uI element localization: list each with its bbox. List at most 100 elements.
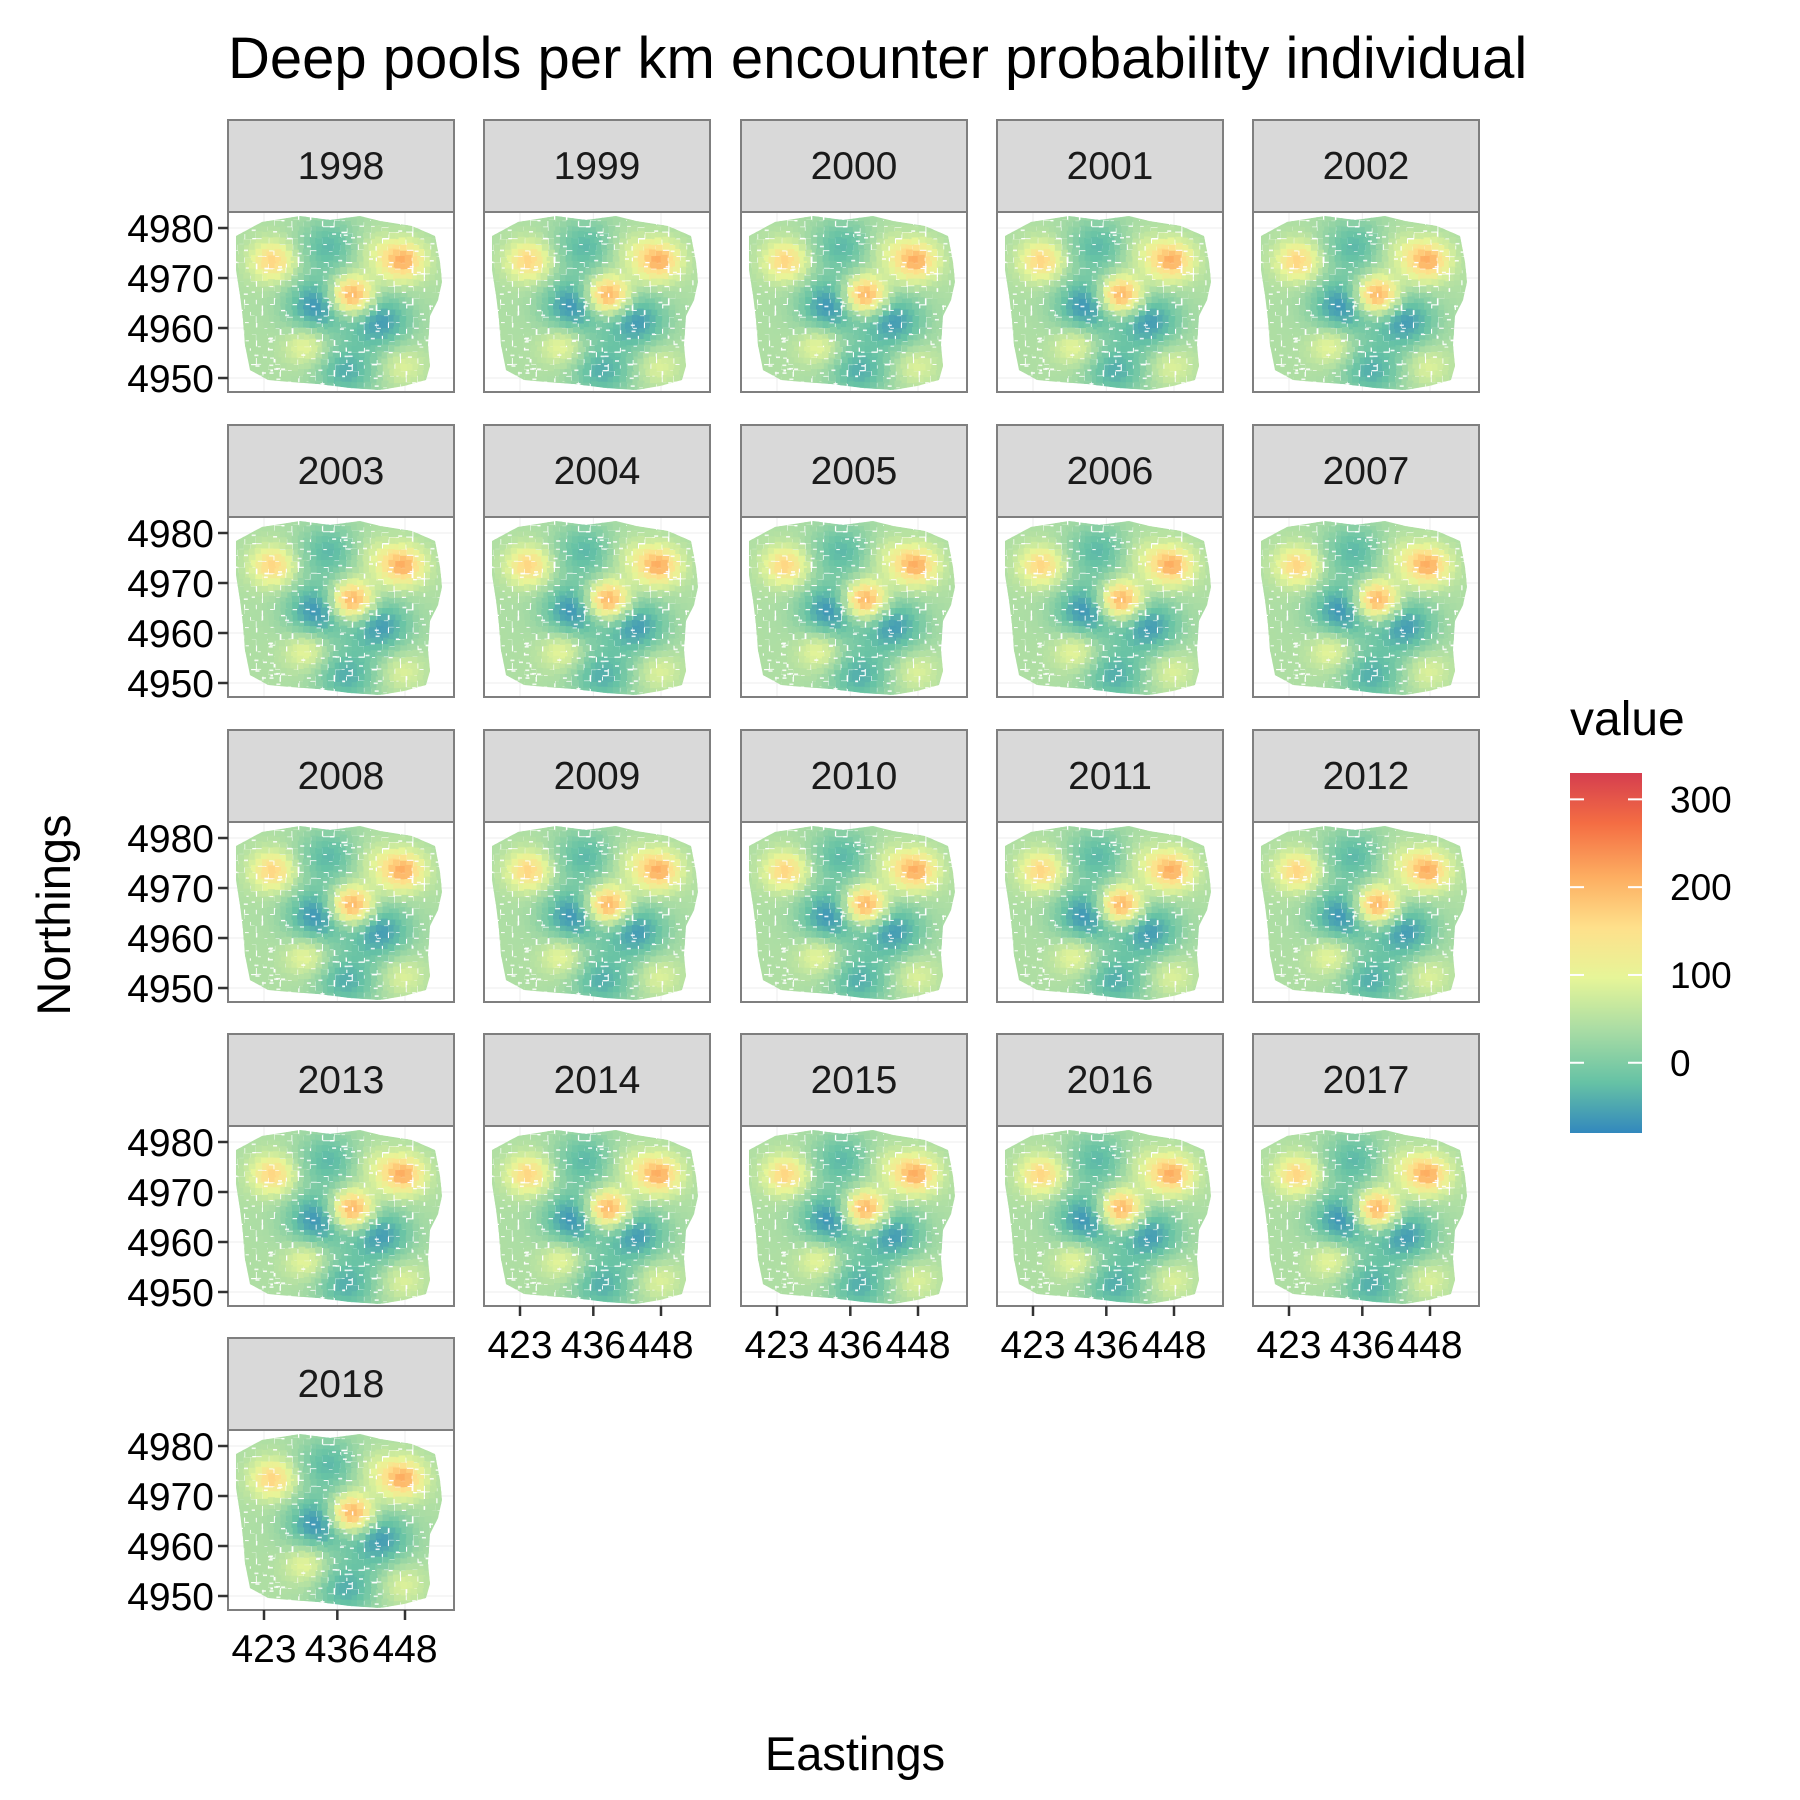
facet-map-surface xyxy=(487,823,707,1007)
facet-strip xyxy=(996,119,1224,213)
facet-map-surface xyxy=(1000,823,1220,1007)
facet-border xyxy=(227,1429,455,1611)
y-tick-label: 4950 xyxy=(127,1576,214,1619)
facet-border xyxy=(740,516,968,698)
facet-border xyxy=(483,1125,711,1307)
facet-strip xyxy=(1252,1033,1480,1127)
facet-panel-2009: 2009 xyxy=(483,729,711,1007)
y-tick-label: 4980 xyxy=(127,1122,214,1165)
facet-strip xyxy=(996,424,1224,518)
x-tick-label: 448 xyxy=(628,1324,693,1367)
facet-panel-2004: 2004 xyxy=(483,424,711,702)
x-tick-label: 436 xyxy=(305,1628,370,1671)
facet-strip-label: 2009 xyxy=(554,755,641,798)
y-tick-label: 4960 xyxy=(127,918,214,961)
facet-strip xyxy=(227,119,455,213)
y-tick-label: 4950 xyxy=(127,663,214,706)
y-tick-label: 4980 xyxy=(127,1426,214,1469)
facet-border xyxy=(227,821,455,1003)
facet-panel-2001: 2001 xyxy=(996,119,1224,397)
legend-colorbar xyxy=(1570,773,1642,1133)
x-tick-label: 436 xyxy=(818,1324,883,1367)
facet-panel-2008: 2008 4980 4970 4960 4950 xyxy=(127,729,455,1011)
facet-map-surface xyxy=(1256,1127,1476,1311)
facet-strip xyxy=(740,1033,968,1127)
facet-map-surface xyxy=(487,518,707,702)
facet-panel-2018: 2018 4980 4970 4960 4950 423 436 448 xyxy=(127,1337,455,1671)
facet-map-surface xyxy=(487,213,707,397)
facet-map-surface xyxy=(744,823,964,1007)
facet-strip-label: 2000 xyxy=(811,145,898,188)
x-tick-label: 448 xyxy=(372,1628,437,1671)
legend-tick-label: 0 xyxy=(1670,1043,1691,1084)
facet-panel-2013: 2013 4980 4970 4960 4950 xyxy=(127,1033,455,1315)
y-tick-label: 4950 xyxy=(127,358,214,401)
x-tick-label: 436 xyxy=(561,1324,626,1367)
facet-strip xyxy=(483,729,711,823)
y-tick-label: 4950 xyxy=(127,968,214,1011)
y-tick-label: 4960 xyxy=(127,1526,214,1569)
facet-border xyxy=(1252,821,1480,1003)
facet-strip-label: 2007 xyxy=(1323,450,1410,493)
facet-border xyxy=(483,211,711,393)
facet-panel-2003: 2003 4980 4970 4960 4950 xyxy=(127,424,455,706)
facet-map-surface xyxy=(231,518,451,702)
y-tick-label: 4970 xyxy=(127,258,214,301)
facet-map-surface xyxy=(1256,823,1476,1007)
facet-border xyxy=(227,516,455,698)
legend: value 300 200 100 0 xyxy=(1570,693,1732,1133)
facet-panel-2007: 2007 xyxy=(1252,424,1480,702)
facet-map-surface xyxy=(1000,213,1220,397)
x-tick-label: 448 xyxy=(885,1324,950,1367)
facet-strip xyxy=(227,1337,455,1431)
facet-border xyxy=(227,211,455,393)
facet-strip-label: 2008 xyxy=(298,755,385,798)
facet-map-surface xyxy=(1256,518,1476,702)
facet-strip xyxy=(483,1033,711,1127)
y-tick-label: 4980 xyxy=(127,818,214,861)
chart-title: Deep pools per km encounter probability … xyxy=(228,26,1527,91)
y-tick-label: 4970 xyxy=(127,563,214,606)
facet-border xyxy=(996,821,1224,1003)
legend-tick-label: 200 xyxy=(1670,867,1732,908)
y-tick-label: 4970 xyxy=(127,1172,214,1215)
facet-strip-label: 2014 xyxy=(554,1059,641,1102)
facet-border xyxy=(996,516,1224,698)
facet-panel-2002: 2002 xyxy=(1252,119,1480,397)
facet-strip-label: 2018 xyxy=(298,1363,385,1406)
facet-panel-2015: 2015 423 436 448 xyxy=(740,1033,968,1367)
y-tick-label: 4960 xyxy=(127,613,214,656)
facet-panel-2016: 2016 423 436 448 xyxy=(996,1033,1224,1367)
facet-strip-label: 1998 xyxy=(298,145,385,188)
facet-strip-label: 2012 xyxy=(1323,755,1410,798)
facet-strip-label: 2010 xyxy=(811,755,898,798)
facet-strip-label: 2001 xyxy=(1067,145,1154,188)
facet-map-surface xyxy=(231,823,451,1007)
legend-tick-label: 100 xyxy=(1670,955,1732,996)
facet-strip-label: 2002 xyxy=(1323,145,1410,188)
y-tick-label: 4960 xyxy=(127,308,214,351)
y-tick-label: 4960 xyxy=(127,1222,214,1265)
facet-border xyxy=(740,211,968,393)
facet-panels: 1998 4980 4970 4960 4950 1999 2000 2001 2002 2003… xyxy=(127,119,1480,1671)
facet-map-surface xyxy=(1256,213,1476,397)
facet-panel-2010: 2010 xyxy=(740,729,968,1007)
x-axis-title: Eastings xyxy=(765,1727,945,1780)
facet-strip-label: 2015 xyxy=(811,1059,898,1102)
facet-border xyxy=(1252,211,1480,393)
facet-panel-2006: 2006 xyxy=(996,424,1224,701)
facet-map-surface xyxy=(744,1127,964,1311)
facet-strip-label: 2017 xyxy=(1323,1059,1410,1102)
x-tick-label: 448 xyxy=(1141,1324,1206,1367)
facet-map-surface xyxy=(231,1127,451,1311)
facet-strip xyxy=(227,729,455,823)
facet-panel-2000: 2000 xyxy=(740,119,968,396)
facet-panel-2017: 2017 423 436 448 xyxy=(1252,1033,1480,1367)
x-tick-label: 448 xyxy=(1397,1324,1462,1367)
facet-strip-label: 2016 xyxy=(1067,1059,1154,1102)
legend-tick-label: 300 xyxy=(1670,779,1732,820)
facet-border xyxy=(740,1125,968,1307)
facet-border xyxy=(483,516,711,698)
y-tick-label: 4950 xyxy=(127,1272,214,1315)
